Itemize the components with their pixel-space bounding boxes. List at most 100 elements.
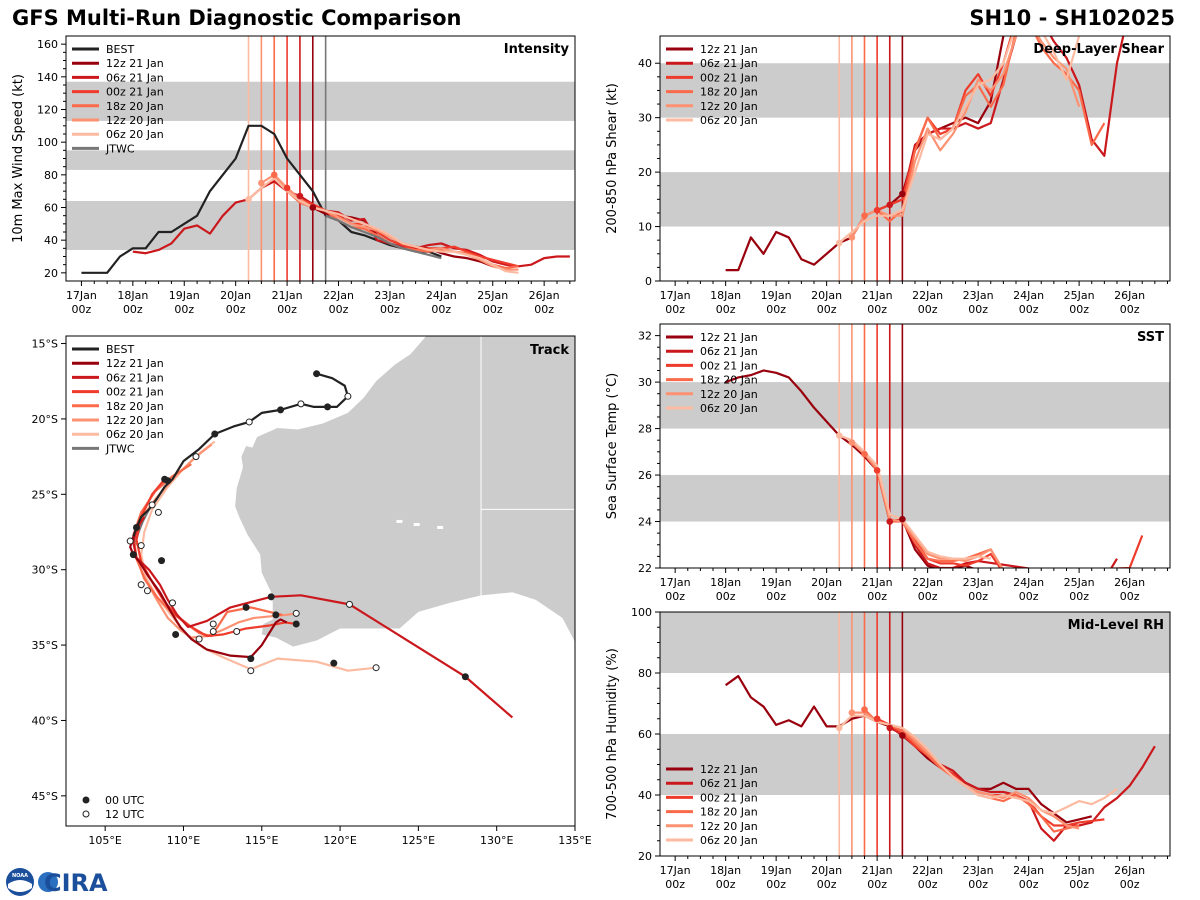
x-tick-label-date: 23Jan [963, 576, 994, 589]
x-tick-label-date: 18Jan [117, 289, 148, 302]
panel-track: 105°E 110°E 115°E 120°E 125°E 130°E 135°E 15°S 2… [32, 335, 592, 847]
marker-12utc [195, 635, 203, 643]
marker-00utc [129, 551, 137, 559]
legend-label: 06z 21 Jan [700, 345, 758, 358]
x-tick-label-date: 25Jan [477, 289, 508, 302]
x-tick-label-date: 17Jan [660, 864, 691, 877]
x-tick-label-hour: 00z [918, 590, 938, 603]
panel-shear: 01020304017Jan00z18Jan00z19Jan00z20Jan00… [605, 35, 1171, 316]
x-tick-label-date: 23Jan [963, 864, 994, 877]
marker-00utc [132, 523, 140, 531]
panel-title: SST [1137, 330, 1164, 345]
series-line-06z-20-jan [838, 714, 1118, 815]
x-tick-label-date: 20Jan [811, 864, 842, 877]
x-tick-label-date: 19Jan [761, 289, 792, 302]
threshold-band [660, 172, 1170, 227]
init-marker [835, 239, 843, 247]
plot-area-sst [660, 324, 1170, 568]
series-line-06z-20-jan [247, 177, 519, 274]
y-tick-label: 32 [638, 330, 652, 343]
noaa-wave-icon [8, 880, 32, 892]
init-marker [899, 515, 906, 523]
x-tick-label-hour: 00z [918, 878, 938, 891]
x-tick-label-hour: 00z [968, 590, 988, 603]
legend-label: 12z 21 Jan [700, 43, 758, 56]
x-tick-label-hour: 00z [817, 303, 837, 316]
lon-tick-label: 105°E [88, 834, 121, 847]
marker-12utc [126, 537, 134, 545]
legend-label: 12z 21 Jan [106, 57, 164, 70]
x-tick-label-date: 26Jan [1114, 864, 1145, 877]
x-tick-label-hour: 00z [716, 590, 736, 603]
noaa-cira-logo: NOAA CIRA [6, 868, 108, 897]
legend-label: 00z 21 Jan [700, 791, 758, 804]
y-axis-label: 200-850 hPa Shear (kt) [605, 83, 620, 234]
marker-00utc [330, 659, 338, 667]
cira-logo-text: CIRA [44, 869, 108, 897]
x-tick-label-date: 24Jan [1013, 864, 1044, 877]
init-marker [245, 196, 252, 203]
x-tick-label-hour: 00z [716, 878, 736, 891]
inland-lake [396, 519, 403, 523]
x-tick-label-hour: 00z [1019, 590, 1039, 603]
noaa-logo-text: NOAA [12, 873, 28, 879]
x-tick-label-hour: 00z [665, 303, 685, 316]
legend-label: 18z 20 Jan [700, 86, 758, 99]
y-tick-label: 20 [44, 267, 58, 280]
y-axis-label: 10m Max Wind Speed (kt) [11, 74, 26, 243]
x-tick-label-date: 21Jan [862, 864, 893, 877]
init-marker [861, 706, 868, 713]
marker-00utc [164, 477, 172, 485]
series-line-jtwc [325, 214, 442, 260]
marker-00utc [461, 673, 469, 681]
panel-intensity: 2040608010012014016017Jan00z18Jan00z19Ja… [11, 35, 576, 316]
legend-label: 06z 20 Jan [700, 834, 758, 847]
x-tick-label-date: 23Jan [374, 289, 405, 302]
legend-label: 12z 20 Jan [700, 820, 758, 833]
marker-00utc [242, 603, 250, 611]
x-tick-label-date: 21Jan [862, 289, 893, 302]
legend-label: 12z 20 Jan [106, 414, 164, 427]
x-tick-label-hour: 00z [766, 303, 786, 316]
x-tick-label-hour: 00z [1120, 303, 1140, 316]
y-tick-label: 160 [37, 38, 58, 51]
plot-area-intensity [66, 36, 575, 281]
y-tick-label: 10 [638, 221, 652, 234]
init-marker [899, 732, 906, 739]
y-axis-label: Sea Surface Temp (°C) [605, 373, 620, 520]
x-tick-label-date: 24Jan [426, 289, 457, 302]
marker-12utc [245, 418, 253, 426]
marker-00utc [267, 593, 275, 601]
x-tick-label-hour: 00z [123, 303, 143, 316]
legend-label: 06z 21 Jan [106, 371, 164, 384]
legend-label: 06z 20 Jan [700, 114, 758, 127]
marker-12utc [233, 628, 241, 636]
x-tick-label-date: 18Jan [710, 576, 741, 589]
x-tick-label-hour: 00z [867, 303, 887, 316]
lat-tick-label: 45°S [32, 790, 58, 803]
x-tick-label-hour: 00z [716, 303, 736, 316]
marker-00utc [211, 430, 219, 438]
x-tick-label-hour: 00z [1120, 590, 1140, 603]
lat-tick-label: 35°S [32, 639, 58, 652]
panel-title: Intensity [504, 42, 570, 57]
map-frame [65, 335, 576, 827]
x-tick-label-hour: 00z [665, 878, 685, 891]
figure-title: GFS Multi-Run Diagnostic Comparison [12, 6, 462, 30]
x-tick-label-hour: 00z [72, 303, 92, 316]
legend-marker-12 [82, 810, 90, 818]
init-marker [296, 192, 304, 200]
legend-label: BEST [106, 343, 134, 356]
legend-label: 12z 21 Jan [106, 357, 164, 370]
init-marker [861, 450, 868, 458]
lat-tick-label: 25°S [32, 488, 58, 501]
legend-label: JTWC [105, 442, 135, 455]
legend-label: 06z 21 Jan [106, 71, 164, 84]
legend-label: 12z 20 Jan [106, 114, 164, 127]
init-marker [848, 234, 856, 241]
x-tick-label-date: 23Jan [963, 289, 994, 302]
marker-00utc [158, 557, 166, 565]
x-tick-label-date: 25Jan [1064, 576, 1095, 589]
legend-label: 12z 21 Jan [700, 763, 758, 776]
